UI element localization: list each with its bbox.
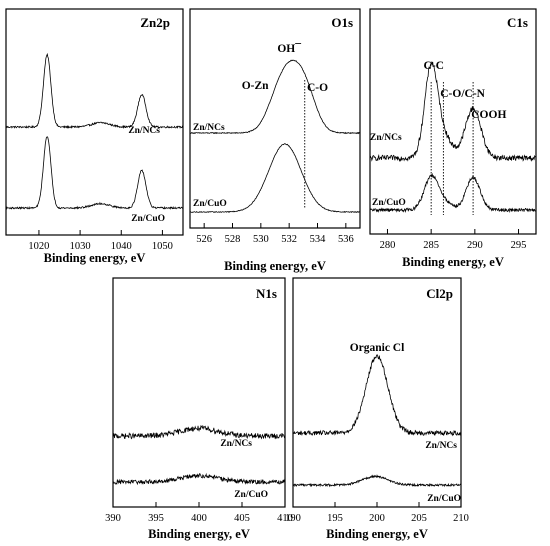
panel-zn2p: Zn2p 1020 1030 1040 1050 Binding energy, eV Zn… (5, 8, 184, 265)
x-tick-label: 400 (191, 513, 207, 524)
x-tick-label: 190 (285, 513, 301, 524)
x-tick-label: 530 (253, 234, 269, 245)
peak-annotation: O-Zn (242, 80, 269, 92)
series-label: Zn/NCs (128, 126, 160, 136)
spectrum-trace (189, 143, 361, 213)
spectrum-trace (369, 172, 537, 214)
peak-annotation: Organic Cl (350, 342, 405, 354)
series-label: Zn/CuO (372, 198, 406, 208)
x-tick-label: 405 (234, 513, 250, 524)
panel-n1s: N1s 390 395 400 405 410 Binding energy, eV Zn/N… (105, 277, 293, 541)
panel-title: Cl2p (426, 286, 453, 301)
series-label: Zn/CuO (131, 214, 165, 224)
x-tick-label: 290 (467, 240, 483, 251)
panel-title: N1s (256, 286, 277, 301)
x-axis-label: Binding energy, eV (326, 527, 428, 541)
x-axis-label: Binding energy, eV (402, 255, 504, 269)
series-label: Zn/CuO (193, 199, 227, 209)
plot-frame (369, 8, 537, 235)
spectrum-trace (292, 474, 462, 488)
panel-cl2p: Cl2p 190 195 200 205 210 Binding energy, eV Zn/… (285, 277, 469, 541)
panel-c1s: C1s 280 285 290 295 Binding energy, eV Zn/NCs Z… (369, 8, 537, 269)
series-label: Zn/NCs (220, 439, 252, 449)
panel-title: O1s (331, 15, 353, 30)
series-label: Zn/NCs (425, 441, 457, 451)
x-tick-label: 1050 (152, 241, 173, 252)
series-label: Zn/NCs (193, 123, 225, 133)
peak-annotation: C-O (307, 82, 328, 94)
x-tick-label: 390 (105, 513, 121, 524)
x-axis-label: Binding energy, eV (224, 259, 326, 273)
peak-annotation: C-C (424, 60, 444, 72)
spectrum-trace (5, 136, 184, 211)
x-tick-label: 195 (327, 513, 343, 524)
spectrum-trace (112, 424, 286, 440)
x-tick-label: 534 (310, 234, 327, 245)
peak-annotation: OH¯ (277, 42, 301, 55)
x-axis-label: Binding energy, eV (44, 251, 146, 265)
x-tick-label: 536 (338, 234, 354, 245)
x-tick-label: 295 (511, 240, 527, 251)
plot-frame (5, 8, 184, 236)
x-tick-label: 1030 (70, 241, 91, 252)
x-tick-label: 410 (277, 513, 293, 524)
spectrum-trace (5, 52, 184, 130)
plot-frame (189, 8, 361, 229)
x-tick-label: 528 (225, 234, 241, 245)
x-tick-label: 1040 (111, 241, 132, 252)
spectrum-trace (292, 354, 462, 437)
x-tick-label: 526 (196, 234, 212, 245)
x-tick-label: 210 (453, 513, 469, 524)
x-tick-label: 532 (281, 234, 297, 245)
x-tick-label: 395 (148, 513, 164, 524)
panel-title: Zn2p (140, 15, 170, 30)
x-tick-label: 285 (423, 240, 439, 251)
series-label: Zn/CuO (234, 490, 268, 500)
x-axis-label: Binding energy, eV (148, 527, 250, 541)
panel-o1s: O1s 526 528 530 532 534 536 Binding energy, eV Z… (189, 8, 361, 273)
x-tick-label: 205 (411, 513, 427, 524)
spectrum-trace (189, 59, 361, 135)
panel-title: C1s (507, 15, 528, 30)
x-tick-label: 280 (380, 240, 396, 251)
peak-annotation: COOH (471, 109, 506, 121)
series-label: Zn/CuO (427, 494, 461, 504)
plot-frame (292, 277, 462, 508)
peak-annotation: C-O/C-N (440, 88, 485, 100)
spectrum-trace (369, 60, 537, 163)
x-tick-label: 1020 (28, 241, 49, 252)
series-label: Zn/NCs (370, 133, 402, 143)
x-tick-label: 200 (369, 513, 385, 524)
plot-frame (112, 277, 286, 508)
spectrum-trace (112, 472, 286, 486)
